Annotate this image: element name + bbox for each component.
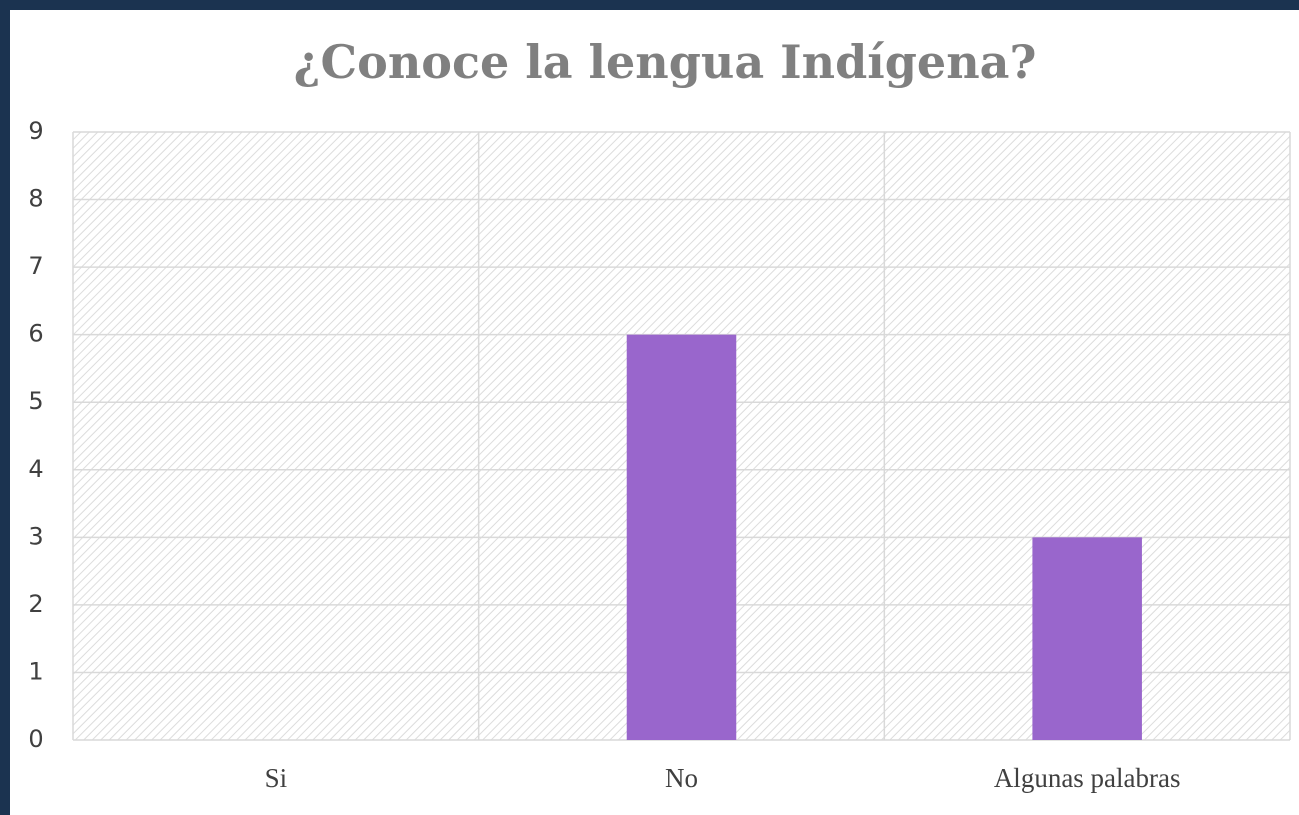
y-tick-label: 2	[28, 590, 43, 618]
bar	[1032, 537, 1142, 740]
x-tick-label: No	[665, 763, 698, 793]
chart-title: ¿Conoce la lengua Indígena?	[294, 35, 1037, 89]
y-tick-label: 0	[28, 725, 43, 753]
y-tick-label: 7	[28, 252, 43, 280]
y-tick-label: 3	[28, 522, 43, 550]
x-tick-label: Algunas palabras	[994, 763, 1181, 793]
y-tick-label: 6	[28, 320, 43, 348]
y-tick-label: 5	[28, 387, 43, 415]
bar	[626, 334, 737, 740]
y-tick-label: 9	[28, 117, 43, 145]
y-tick-label: 8	[28, 185, 43, 213]
y-tick-label: 4	[28, 455, 43, 483]
x-tick-label: Si	[265, 763, 288, 793]
y-tick-label: 1	[28, 657, 43, 685]
